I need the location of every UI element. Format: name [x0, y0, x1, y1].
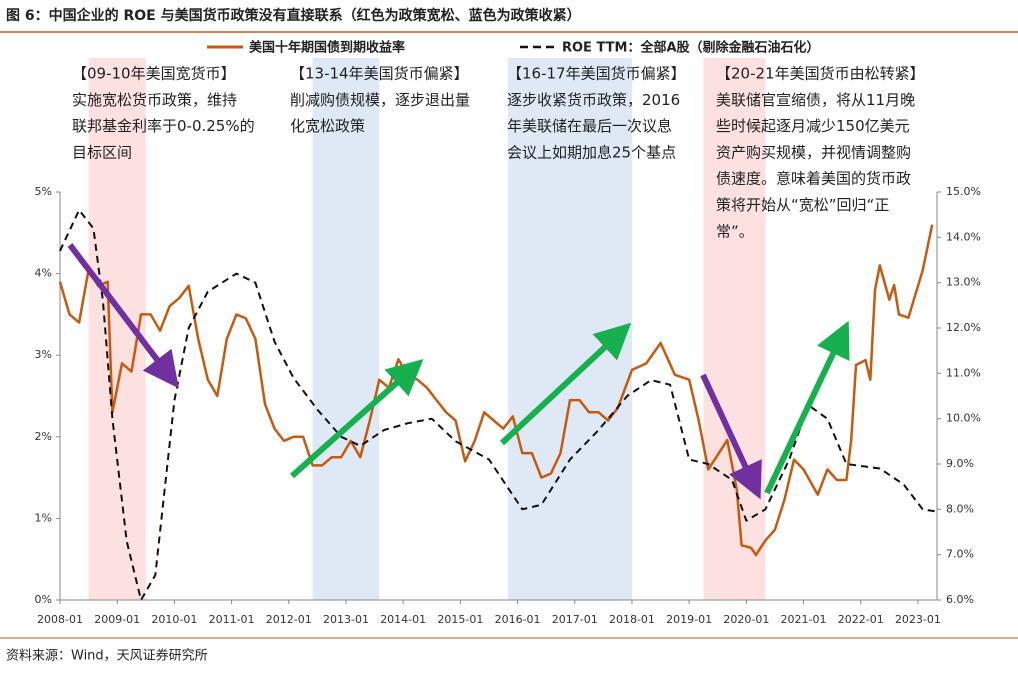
x-tick-label: 2013-01: [323, 613, 369, 626]
x-tick-label: 2019-01: [666, 613, 712, 626]
arrow: [290, 359, 424, 479]
arrow: [67, 243, 179, 389]
band: [312, 58, 380, 600]
annotation-line: 联邦基金利率于0-0.25%的: [72, 117, 255, 135]
arrow: [700, 373, 762, 500]
annotation-line: 【20-21年美国货币由松转紧】: [716, 65, 925, 83]
annotation-line: 会议上如期加息25个基点: [507, 143, 676, 161]
x-tick-label: 2008-01: [37, 613, 83, 626]
annotation-line: 目标区间: [72, 143, 132, 161]
annotation-line: 【13-14年美国货币偏紧】: [290, 65, 469, 83]
annotation-line: 逐步收紧货币政策，2016: [507, 91, 680, 109]
annotation-line: 【16-17年美国货币偏紧】: [507, 65, 686, 83]
x-tick-label: 2022-01: [838, 613, 884, 626]
annotation-line: 策将开始从“宽松”回归“正: [716, 196, 889, 214]
x-tick-label: 2016-01: [495, 613, 541, 626]
y2-tick-label: 14.0%: [946, 230, 981, 243]
y-tick-label: 1%: [35, 511, 52, 524]
arrow: [764, 320, 850, 495]
legend-label: 美国十年期国债到期收益率: [249, 40, 405, 56]
x-tick-label: 2023-01: [895, 613, 941, 626]
annotation-line: 些时候起逐月减少150亿美元: [716, 117, 910, 135]
x-tick-label: 2009-01: [94, 613, 140, 626]
y-tick-label: 5%: [35, 185, 52, 198]
annotation-line: 债速度。意味着美国的货币政: [716, 170, 911, 188]
y-tick-label: 2%: [35, 430, 52, 443]
x-tick-label: 2014-01: [380, 613, 426, 626]
annotation-line: 年美联储在最后一次议息: [507, 117, 672, 135]
legend-label: ROE TTM：全部A股（剔除金融石油石化）: [562, 40, 820, 56]
x-tick-label: 2018-01: [609, 613, 655, 626]
arrows: [67, 243, 850, 500]
y2-tick-label: 13.0%: [946, 276, 981, 289]
y2-tick-label: 8.0%: [946, 502, 974, 515]
annotation-line: 化宽松政策: [290, 117, 365, 135]
arrow: [499, 322, 632, 446]
y2-tick-label: 6.0%: [946, 593, 974, 606]
x-tick-label: 2010-01: [151, 613, 197, 626]
y2-tick-label: 10.0%: [946, 412, 981, 425]
band: [508, 58, 632, 600]
annotation-line: 资产购买规模，并视情调整购: [716, 143, 911, 161]
y2-tick-label: 9.0%: [946, 457, 974, 470]
annotation-line: 常”。: [716, 222, 754, 240]
band: [703, 58, 766, 600]
bands: [88, 58, 766, 600]
plot: 0% 1% 2% 3% 4% 5% 6.0% 7.0% 8.0% 9.0% 10.0% 11.0% 12…: [35, 185, 981, 626]
x-tick-label: 2021-01: [781, 613, 827, 626]
x-tick-label: 2012-01: [266, 613, 312, 626]
y-tick-label: 0%: [35, 593, 52, 606]
y-tick-label: 4%: [35, 267, 52, 280]
x-tick-label: 2015-01: [437, 613, 483, 626]
series-line: [59, 209, 938, 601]
y2-tick-label: 12.0%: [946, 321, 981, 334]
y2-tick-label: 7.0%: [946, 548, 974, 561]
annotation-line: 【09-10年美国宽货币】: [72, 65, 236, 83]
chart-title: 图 6：中国企业的 ROE 与美国货币政策没有直接联系（红色为政策宽松、蓝色为政…: [6, 7, 581, 24]
y2-tick-label: 15.0%: [946, 185, 981, 198]
series-line: [58, 224, 934, 557]
annotation-line: 美联储官宣缩债，将从11月晚: [716, 91, 915, 109]
x-tick-label: 2011-01: [209, 613, 255, 626]
annotation-line: 实施宽松货币政策，维持: [72, 91, 237, 109]
x-tick-label: 2020-01: [723, 613, 769, 626]
annotation-line: 削减购债规模，逐步退出量: [290, 91, 470, 109]
y-tick-label: 3%: [35, 348, 52, 361]
y2-tick-label: 11.0%: [946, 366, 981, 379]
x-tick-label: 2017-01: [552, 613, 598, 626]
source: 资料来源：Wind，天风证券研究所: [6, 648, 208, 664]
